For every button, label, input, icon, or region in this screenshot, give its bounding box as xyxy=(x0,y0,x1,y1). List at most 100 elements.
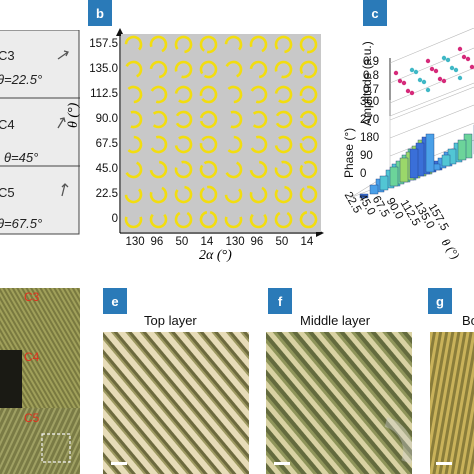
x-tick-label: 50 xyxy=(175,236,189,248)
panel-d-dark-region xyxy=(0,350,22,408)
panel-b-badge: b xyxy=(88,0,112,26)
phase-tick-label: 90 xyxy=(360,150,373,162)
x-tick-label: 14 xyxy=(200,236,214,248)
split-ring-unit xyxy=(149,35,168,53)
split-ring-unit xyxy=(250,85,268,104)
split-ring-unit xyxy=(149,160,168,179)
amplitude-point xyxy=(429,66,435,72)
split-ring-unit xyxy=(227,135,243,154)
split-ring-unit xyxy=(299,60,318,79)
amplitude-dots xyxy=(393,46,474,96)
split-ring-unit xyxy=(199,185,218,204)
split-ring-unit xyxy=(124,35,143,51)
split-ring-unit xyxy=(149,60,168,79)
x-tick-label: 96 xyxy=(250,236,264,248)
split-ring-unit xyxy=(174,160,193,179)
y-tick-label: 67.5 xyxy=(95,138,118,150)
amplitude-point xyxy=(433,68,439,74)
split-ring-unit xyxy=(224,216,243,229)
split-ring-unit xyxy=(174,85,193,104)
amplitude-point xyxy=(441,78,447,84)
amplitude-point xyxy=(461,54,467,60)
split-ring-unit xyxy=(250,135,268,154)
amplitude-tick-label: 0.9 xyxy=(363,56,379,68)
theta-axis-label: θ (°) xyxy=(438,236,463,262)
split-ring-unit xyxy=(274,135,293,154)
split-ring-unit xyxy=(224,188,243,204)
split-ring-unit xyxy=(274,35,293,54)
amplitude-point xyxy=(401,80,407,86)
split-ring-unit xyxy=(299,110,318,129)
arrow-icon xyxy=(57,50,69,197)
split-ring-unit xyxy=(299,135,318,154)
scale-bar xyxy=(436,462,452,465)
row-c3-label: C3 xyxy=(0,48,15,63)
scale-bar xyxy=(111,462,127,465)
split-ring-unit xyxy=(175,110,193,129)
phase-bar xyxy=(399,157,409,183)
split-ring-unit xyxy=(125,60,143,78)
split-ring-unit xyxy=(199,110,218,129)
phase-bar xyxy=(409,148,419,179)
amplitude-point xyxy=(437,76,443,82)
phase-bar xyxy=(359,193,369,199)
panel-b-ylabel: θ (°) xyxy=(66,102,81,128)
amplitude-tick-label: 0.7 xyxy=(363,84,379,96)
split-ring-unit xyxy=(225,60,243,78)
panel-b-xlabel: 2α (°) xyxy=(199,248,232,263)
x-tick-label: 130 xyxy=(225,236,245,248)
split-ring-unit xyxy=(174,135,193,154)
panel-e-badge: e xyxy=(103,288,127,314)
amplitude-tick-label: 0.8 xyxy=(363,70,379,82)
split-ring-unit xyxy=(227,85,243,104)
split-ring-unit xyxy=(249,186,268,204)
panel-c-badge: c xyxy=(363,0,387,26)
y-tick-label: 157.5 xyxy=(89,38,118,50)
split-ring-unit xyxy=(124,216,143,229)
panel-e-image xyxy=(103,332,249,474)
split-ring-unit xyxy=(299,185,318,204)
panel-d-image: C3 C4 C5 xyxy=(0,288,80,474)
y-tick-label: 45.0 xyxy=(95,163,118,175)
split-ring-unit xyxy=(299,160,318,179)
amplitude-point xyxy=(413,69,419,75)
x-tick-label: 96 xyxy=(150,236,164,248)
panel-a-frame xyxy=(0,30,80,235)
amplitude-point xyxy=(425,87,431,93)
panel-g-image xyxy=(430,332,474,474)
panel-d-c5-label: C5 xyxy=(24,411,40,425)
panel-c-3d-chart xyxy=(349,28,474,199)
split-ring-unit xyxy=(199,60,218,79)
phase-bar xyxy=(425,133,435,173)
amplitude-point xyxy=(469,64,474,70)
split-ring-unit xyxy=(230,110,243,129)
split-ring-unit xyxy=(274,211,293,229)
phase-bar xyxy=(369,184,379,195)
split-ring-unit xyxy=(174,185,193,204)
amplitude-point xyxy=(457,46,463,52)
amplitude-point xyxy=(405,88,411,94)
amplitude-point xyxy=(397,78,403,84)
split-ring-unit xyxy=(274,85,293,104)
panel-g-title: Bo xyxy=(462,313,474,328)
amplitude-point xyxy=(465,56,471,62)
amplitude-point xyxy=(393,70,399,76)
phase-tick-label: 360 xyxy=(360,96,380,108)
amplitude-point xyxy=(417,77,423,83)
watermark-icon xyxy=(384,417,412,464)
split-ring-unit xyxy=(274,160,293,179)
split-ring-unit xyxy=(199,35,218,54)
split-ring-unit xyxy=(149,186,168,204)
split-ring-unit xyxy=(299,35,318,54)
row-c5-label: C5 xyxy=(0,185,15,200)
phase-bar xyxy=(457,139,467,161)
y-tick-label: 0 xyxy=(111,213,118,225)
split-ring-unit xyxy=(124,188,143,204)
amplitude-point xyxy=(445,57,451,63)
y-tick-label: 135.0 xyxy=(89,63,118,75)
panel-f-image xyxy=(266,332,412,474)
y-tick-label: 90.0 xyxy=(95,113,118,125)
split-ring-unit xyxy=(275,110,293,129)
split-ring-unit xyxy=(224,35,243,51)
selection-box xyxy=(41,433,71,463)
